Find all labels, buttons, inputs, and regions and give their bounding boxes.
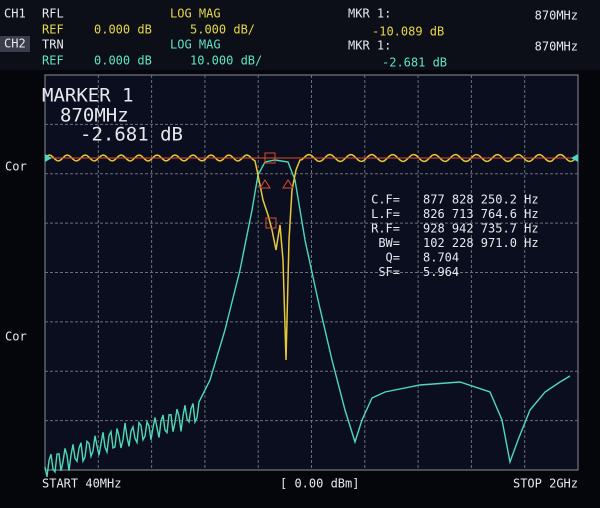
marker-symbol: [264, 152, 276, 164]
channel-param: TRN: [42, 38, 64, 52]
stat-label: L.F=: [371, 207, 400, 221]
stat-label: Q=: [386, 251, 400, 265]
ref-pointer: [45, 154, 52, 162]
side-label: Cor: [5, 160, 27, 174]
stat-label: C.F=: [371, 193, 400, 207]
ref-value: 0.000 dB: [94, 54, 152, 68]
stat-value: 8.704: [423, 251, 459, 265]
active-channel-tab: [0, 36, 30, 52]
ref-label: REF: [42, 54, 64, 68]
channel-id: CH2: [4, 37, 26, 51]
marker-value: -2.681 dB: [80, 124, 183, 146]
marker-symbol: [265, 217, 277, 229]
scale: 10.000 dB/: [190, 54, 262, 68]
header-panel: [0, 0, 600, 70]
marker-value: -2.681 dB: [382, 56, 447, 70]
filter-stats: C.F= 877 828 250.2 Hz L.F= 826 713 764.6 Hz…: [371, 193, 539, 280]
start-frequency: START 40MHz: [42, 477, 121, 491]
stat-value: 877 828 250.2 Hz: [423, 193, 539, 207]
ref-pointer: [571, 154, 578, 162]
stat-value: 928 942 735.7 Hz: [423, 222, 539, 236]
channel-id: CH1: [4, 7, 26, 21]
channel-param: RFL: [42, 7, 64, 21]
stat-value: 102 228 971.0 Hz: [423, 236, 539, 250]
stat-value: 5.964: [423, 265, 459, 279]
stat-value: 826 713 764.6 Hz: [423, 207, 539, 221]
marker-label: MKR 1:: [348, 7, 391, 21]
marker-value: -10.089 dB: [372, 25, 444, 39]
marker-freq: 870MHz: [535, 40, 578, 54]
ref-value: 0.000 dB: [94, 23, 152, 37]
source-power: [ 0.00 dBm]: [280, 477, 359, 491]
marker-title: MARKER 1: [42, 85, 134, 107]
marker-label: MKR 1:: [348, 39, 391, 53]
transmission-trace: [44, 159, 571, 477]
marker-symbol: [259, 179, 271, 189]
stop-frequency: STOP 2GHz: [513, 477, 578, 491]
scale: 5.000 dB/: [190, 23, 255, 37]
ref-label: REF: [42, 23, 64, 37]
marker-freq: 870MHz: [535, 9, 578, 23]
marker-symbol: [282, 179, 294, 189]
side-label: Cor: [5, 330, 27, 344]
stat-label: R.F=: [371, 222, 400, 236]
stat-label: SF=: [378, 265, 400, 279]
marker-freq: 870MHz: [60, 105, 129, 127]
channel-format: LOG MAG: [170, 7, 221, 21]
stat-label: BW=: [378, 236, 400, 250]
channel-format: LOG MAG: [170, 38, 221, 52]
